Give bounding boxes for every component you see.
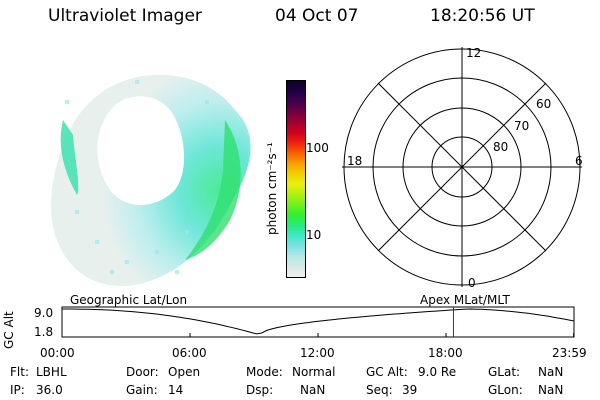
gcalt-value: 9.0 Re [418, 365, 457, 379]
mlt-12-label: 12 [466, 46, 482, 60]
timeline-y-min: 1.8 [34, 325, 54, 339]
time-label: 18:20:56 UT [430, 6, 535, 26]
mlt-0-label: 0 [468, 276, 476, 290]
door-value: Open [168, 365, 201, 379]
timeline-right-caption: Apex MLat/MLT [420, 293, 510, 307]
date-label: 04 Oct 07 [275, 6, 359, 26]
gain-value: 14 [168, 383, 184, 397]
door-label: Door: [126, 365, 159, 379]
glon-value: NaN [538, 383, 564, 397]
altitude-curve [62, 308, 575, 335]
timeline-tick-0: 00:00 [40, 346, 75, 360]
timeline-tick-3: 18:00 [428, 346, 463, 360]
lat-70-label: 70 [514, 119, 530, 133]
mlt-6-label: 6 [575, 154, 583, 168]
auroral-image [51, 74, 251, 286]
dayside-oval [185, 120, 241, 260]
timeline-tick-1: 06:00 [172, 346, 207, 360]
ip-label: IP: [10, 383, 25, 397]
gain-label: Gain: [126, 383, 158, 397]
timeline-tick-marks [61, 333, 575, 337]
colorbar-tick-100: 100 [306, 141, 329, 155]
timeline-plot [61, 306, 575, 338]
mode-label: Mode: [246, 365, 283, 379]
gcalt-label: GC Alt: [366, 365, 408, 379]
speckle [65, 80, 209, 274]
colorbar [286, 80, 306, 278]
ip-value: 36.0 [36, 383, 63, 397]
timeline-tick-4: 23:59 [552, 346, 587, 360]
flt-label: Flt: [10, 365, 29, 379]
timeline-y-max: 9.0 [34, 306, 54, 320]
glat-value: NaN [538, 365, 564, 379]
mode-value: Normal [292, 365, 336, 379]
instrument-title: Ultraviolet Imager [48, 6, 202, 26]
flt-value: LBHL [36, 365, 67, 379]
dawn-arc [60, 120, 79, 195]
lat-60-label: 60 [536, 97, 552, 111]
colorbar-tick-10: 10 [306, 228, 322, 242]
glat-label: GLat: [488, 365, 521, 379]
dsp-label: Dsp: [246, 383, 274, 397]
mlt-18-label: 18 [347, 154, 363, 168]
timeline-tick-2: 12:00 [300, 346, 335, 360]
polar-grid [342, 47, 582, 287]
seq-value: 39 [402, 383, 418, 397]
colorbar-unit-label: photon cm⁻²s⁻¹ [265, 142, 279, 235]
emission-region [51, 74, 251, 286]
timeline-axis-label: GC Alt [2, 311, 16, 349]
dsp-value: NaN [300, 383, 326, 397]
seq-label: Seq: [366, 383, 393, 397]
lat-80-label: 80 [493, 140, 509, 154]
timeline-left-caption: Geographic Lat/Lon [70, 293, 188, 307]
glon-label: GLon: [488, 383, 523, 397]
